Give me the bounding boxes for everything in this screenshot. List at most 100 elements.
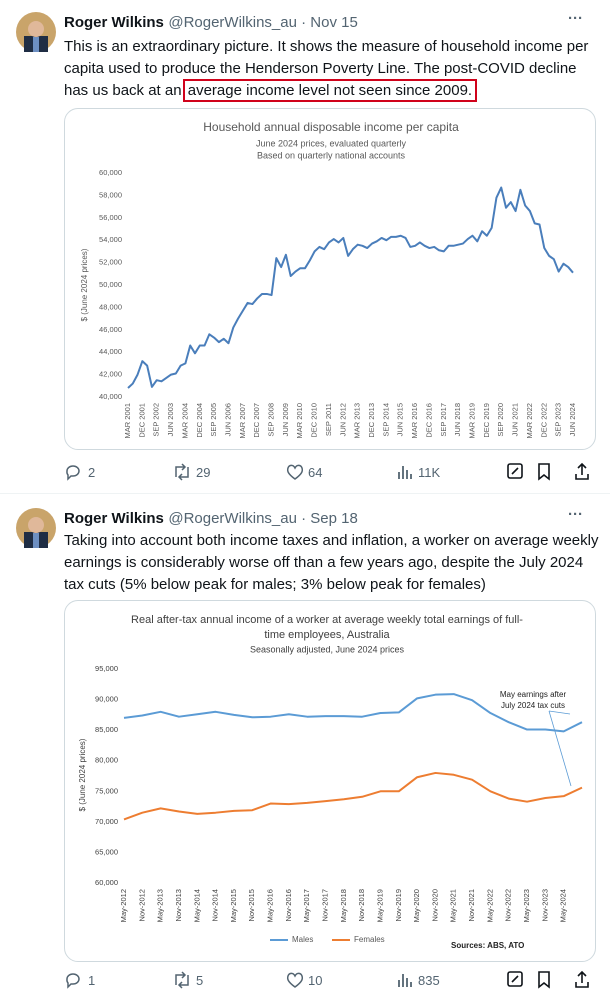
legend-label: Males	[292, 935, 313, 944]
x-tick-label: SEP 2011	[324, 403, 333, 436]
repost-icon[interactable]	[172, 463, 192, 481]
x-tick-label: Nov-2020	[430, 889, 439, 922]
y-tick-label: 75,000	[95, 786, 118, 795]
author-handle[interactable]: @RogerWilkins_au	[168, 14, 297, 31]
x-tick-label: DEC 2010	[310, 403, 319, 438]
y-tick-label: 54,000	[99, 235, 122, 244]
x-tick-label: SEP 2017	[439, 403, 448, 437]
x-tick-label: May-2012	[119, 889, 128, 922]
x-tick-label: JUN 2021	[511, 403, 520, 436]
y-tick-label: 60,000	[99, 168, 122, 177]
views-icon[interactable]	[396, 463, 414, 481]
avatar[interactable]	[16, 12, 56, 52]
x-tick-label: MAR 2016	[410, 403, 419, 438]
author-name[interactable]: Roger Wilkins	[64, 14, 164, 31]
x-tick-label: SEP 2023	[554, 403, 563, 437]
action-bar: 2 29 64 11K	[64, 462, 594, 484]
y-axis-label: $ (June 2024 prices)	[80, 248, 89, 321]
reply-icon[interactable]	[64, 463, 82, 481]
y-tick-label: 58,000	[99, 190, 122, 199]
share-icons[interactable]	[506, 970, 596, 990]
x-tick-label: SEP 2005	[209, 403, 218, 437]
x-tick-label: May-2015	[229, 889, 238, 922]
chart-title: Household annual disposable income per c…	[203, 120, 459, 134]
series-line	[123, 771, 583, 821]
y-tick-label: 85,000	[95, 725, 118, 734]
annotation: July 2024 tax cuts	[501, 701, 565, 710]
reply-icon[interactable]	[64, 971, 82, 989]
more-button[interactable]: ···	[568, 506, 583, 523]
x-tick-label: DEC 2001	[137, 403, 146, 438]
series-line	[123, 693, 583, 733]
x-tick-label: May-2023	[522, 889, 531, 922]
x-tick-label: DEC 2013	[367, 403, 376, 438]
more-button[interactable]: ···	[568, 10, 583, 27]
repost-icon[interactable]	[172, 971, 192, 989]
view-count: 11K	[418, 465, 441, 480]
share-icons[interactable]	[506, 462, 596, 482]
y-tick-label: 40,000	[99, 392, 122, 401]
x-tick-label: May-2017	[302, 889, 311, 922]
y-tick-label: 95,000	[95, 664, 118, 673]
reply-count: 1	[88, 973, 96, 988]
y-tick-label: 60,000	[95, 878, 118, 887]
avatar[interactable]	[16, 508, 56, 548]
x-tick-label: Nov-2014	[211, 889, 220, 922]
x-tick-label: MAR 2004	[180, 403, 189, 438]
highlight: average income level not seen since 2009…	[182, 79, 478, 102]
author-handle[interactable]: @RogerWilkins_au	[168, 510, 297, 527]
x-tick-label: JUN 2009	[281, 403, 290, 436]
x-tick-label: May-2019	[375, 889, 384, 922]
source-note: Sources: ABS, ATO	[451, 941, 524, 950]
x-tick-label: MAR 2019	[468, 403, 477, 438]
x-tick-label: Nov-2022	[504, 889, 513, 922]
x-tick-label: May-2018	[339, 889, 348, 922]
x-tick-label: JUN 2012	[338, 403, 347, 436]
x-tick-label: MAR 2013	[353, 403, 362, 438]
x-tick-label: DEC 2022	[539, 403, 548, 438]
annotation: May earnings after	[500, 690, 567, 699]
x-tick-label: May-2022	[485, 889, 494, 922]
x-tick-label: May-2016	[266, 889, 275, 922]
x-tick-label: DEC 2007	[252, 403, 261, 438]
y-tick-label: 42,000	[99, 370, 122, 379]
x-tick-label: Nov-2016	[284, 889, 293, 922]
chart[interactable]: Household annual disposable income per c…	[64, 108, 596, 450]
chart[interactable]: Real after-tax annual income of a worker…	[64, 600, 596, 962]
x-tick-label: JUN 2024	[568, 403, 577, 436]
view-count: 835	[418, 973, 440, 988]
x-tick-label: MAR 2022	[525, 403, 534, 438]
tweet-text: Taking into account both income taxes an…	[64, 532, 599, 593]
x-tick-label: Nov-2013	[174, 889, 183, 922]
like-icon[interactable]	[286, 971, 304, 989]
x-tick-label: JUN 2006	[223, 403, 232, 436]
series-line	[127, 186, 574, 389]
x-tick-label: May-2020	[412, 889, 421, 922]
chart-subtitle: Based on quarterly national accounts	[257, 150, 406, 160]
x-tick-label: May-2024	[559, 889, 568, 922]
x-tick-label: Nov-2012	[137, 889, 146, 922]
like-count: 64	[308, 465, 323, 480]
like-count: 10	[308, 973, 323, 988]
y-axis-label: $ (June 2024 prices)	[78, 738, 87, 811]
x-tick-label: MAR 2001	[123, 403, 132, 438]
like-icon[interactable]	[286, 463, 304, 481]
x-tick-label: SEP 2008	[267, 403, 276, 437]
y-tick-label: 44,000	[99, 347, 122, 356]
x-tick-label: Nov-2021	[467, 889, 476, 922]
views-icon[interactable]	[396, 971, 414, 989]
x-tick-label: SEP 2020	[496, 403, 505, 437]
y-tick-label: 48,000	[99, 302, 122, 311]
author-name[interactable]: Roger Wilkins	[64, 510, 164, 527]
separator	[0, 493, 610, 494]
tweet-date[interactable]: Sep 18	[310, 510, 358, 527]
legend-label: Females	[354, 935, 385, 944]
annotation-arrow	[548, 710, 572, 787]
tweet-date[interactable]: Nov 15	[310, 14, 358, 31]
y-tick-label: 56,000	[99, 213, 122, 222]
x-tick-label: SEP 2002	[152, 403, 161, 437]
x-tick-label: MAR 2007	[238, 403, 247, 438]
action-bar: 1 5 10 835	[64, 970, 594, 992]
repost-count: 5	[196, 973, 204, 988]
